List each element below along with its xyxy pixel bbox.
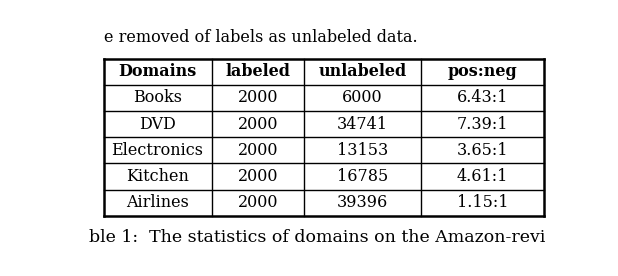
Text: ble 1:  The statistics of domains on the Amazon-revi: ble 1: The statistics of domains on the … xyxy=(89,229,546,246)
Text: Electronics: Electronics xyxy=(112,142,203,159)
Text: 16785: 16785 xyxy=(337,168,388,185)
Text: labeled: labeled xyxy=(226,63,290,80)
Text: 4.61:1: 4.61:1 xyxy=(457,168,508,185)
Text: unlabeled: unlabeled xyxy=(318,63,407,80)
Text: 13153: 13153 xyxy=(337,142,388,159)
Text: 34741: 34741 xyxy=(337,116,388,133)
Text: e removed of labels as unlabeled data.: e removed of labels as unlabeled data. xyxy=(104,29,417,46)
Text: 7.39:1: 7.39:1 xyxy=(457,116,508,133)
Text: 2000: 2000 xyxy=(237,194,278,211)
Text: 3.65:1: 3.65:1 xyxy=(457,142,508,159)
Text: 1.15:1: 1.15:1 xyxy=(457,194,508,211)
Text: Domains: Domains xyxy=(119,63,197,80)
Text: DVD: DVD xyxy=(139,116,176,133)
Text: 6000: 6000 xyxy=(342,89,383,107)
Text: 2000: 2000 xyxy=(237,168,278,185)
Text: 6.43:1: 6.43:1 xyxy=(457,89,508,107)
Text: Books: Books xyxy=(133,89,182,107)
Text: 2000: 2000 xyxy=(237,116,278,133)
Text: 2000: 2000 xyxy=(237,89,278,107)
Text: Airlines: Airlines xyxy=(126,194,189,211)
Text: Kitchen: Kitchen xyxy=(126,168,189,185)
Text: 2000: 2000 xyxy=(237,142,278,159)
Text: 39396: 39396 xyxy=(337,194,388,211)
Text: pos:neg: pos:neg xyxy=(447,63,517,80)
